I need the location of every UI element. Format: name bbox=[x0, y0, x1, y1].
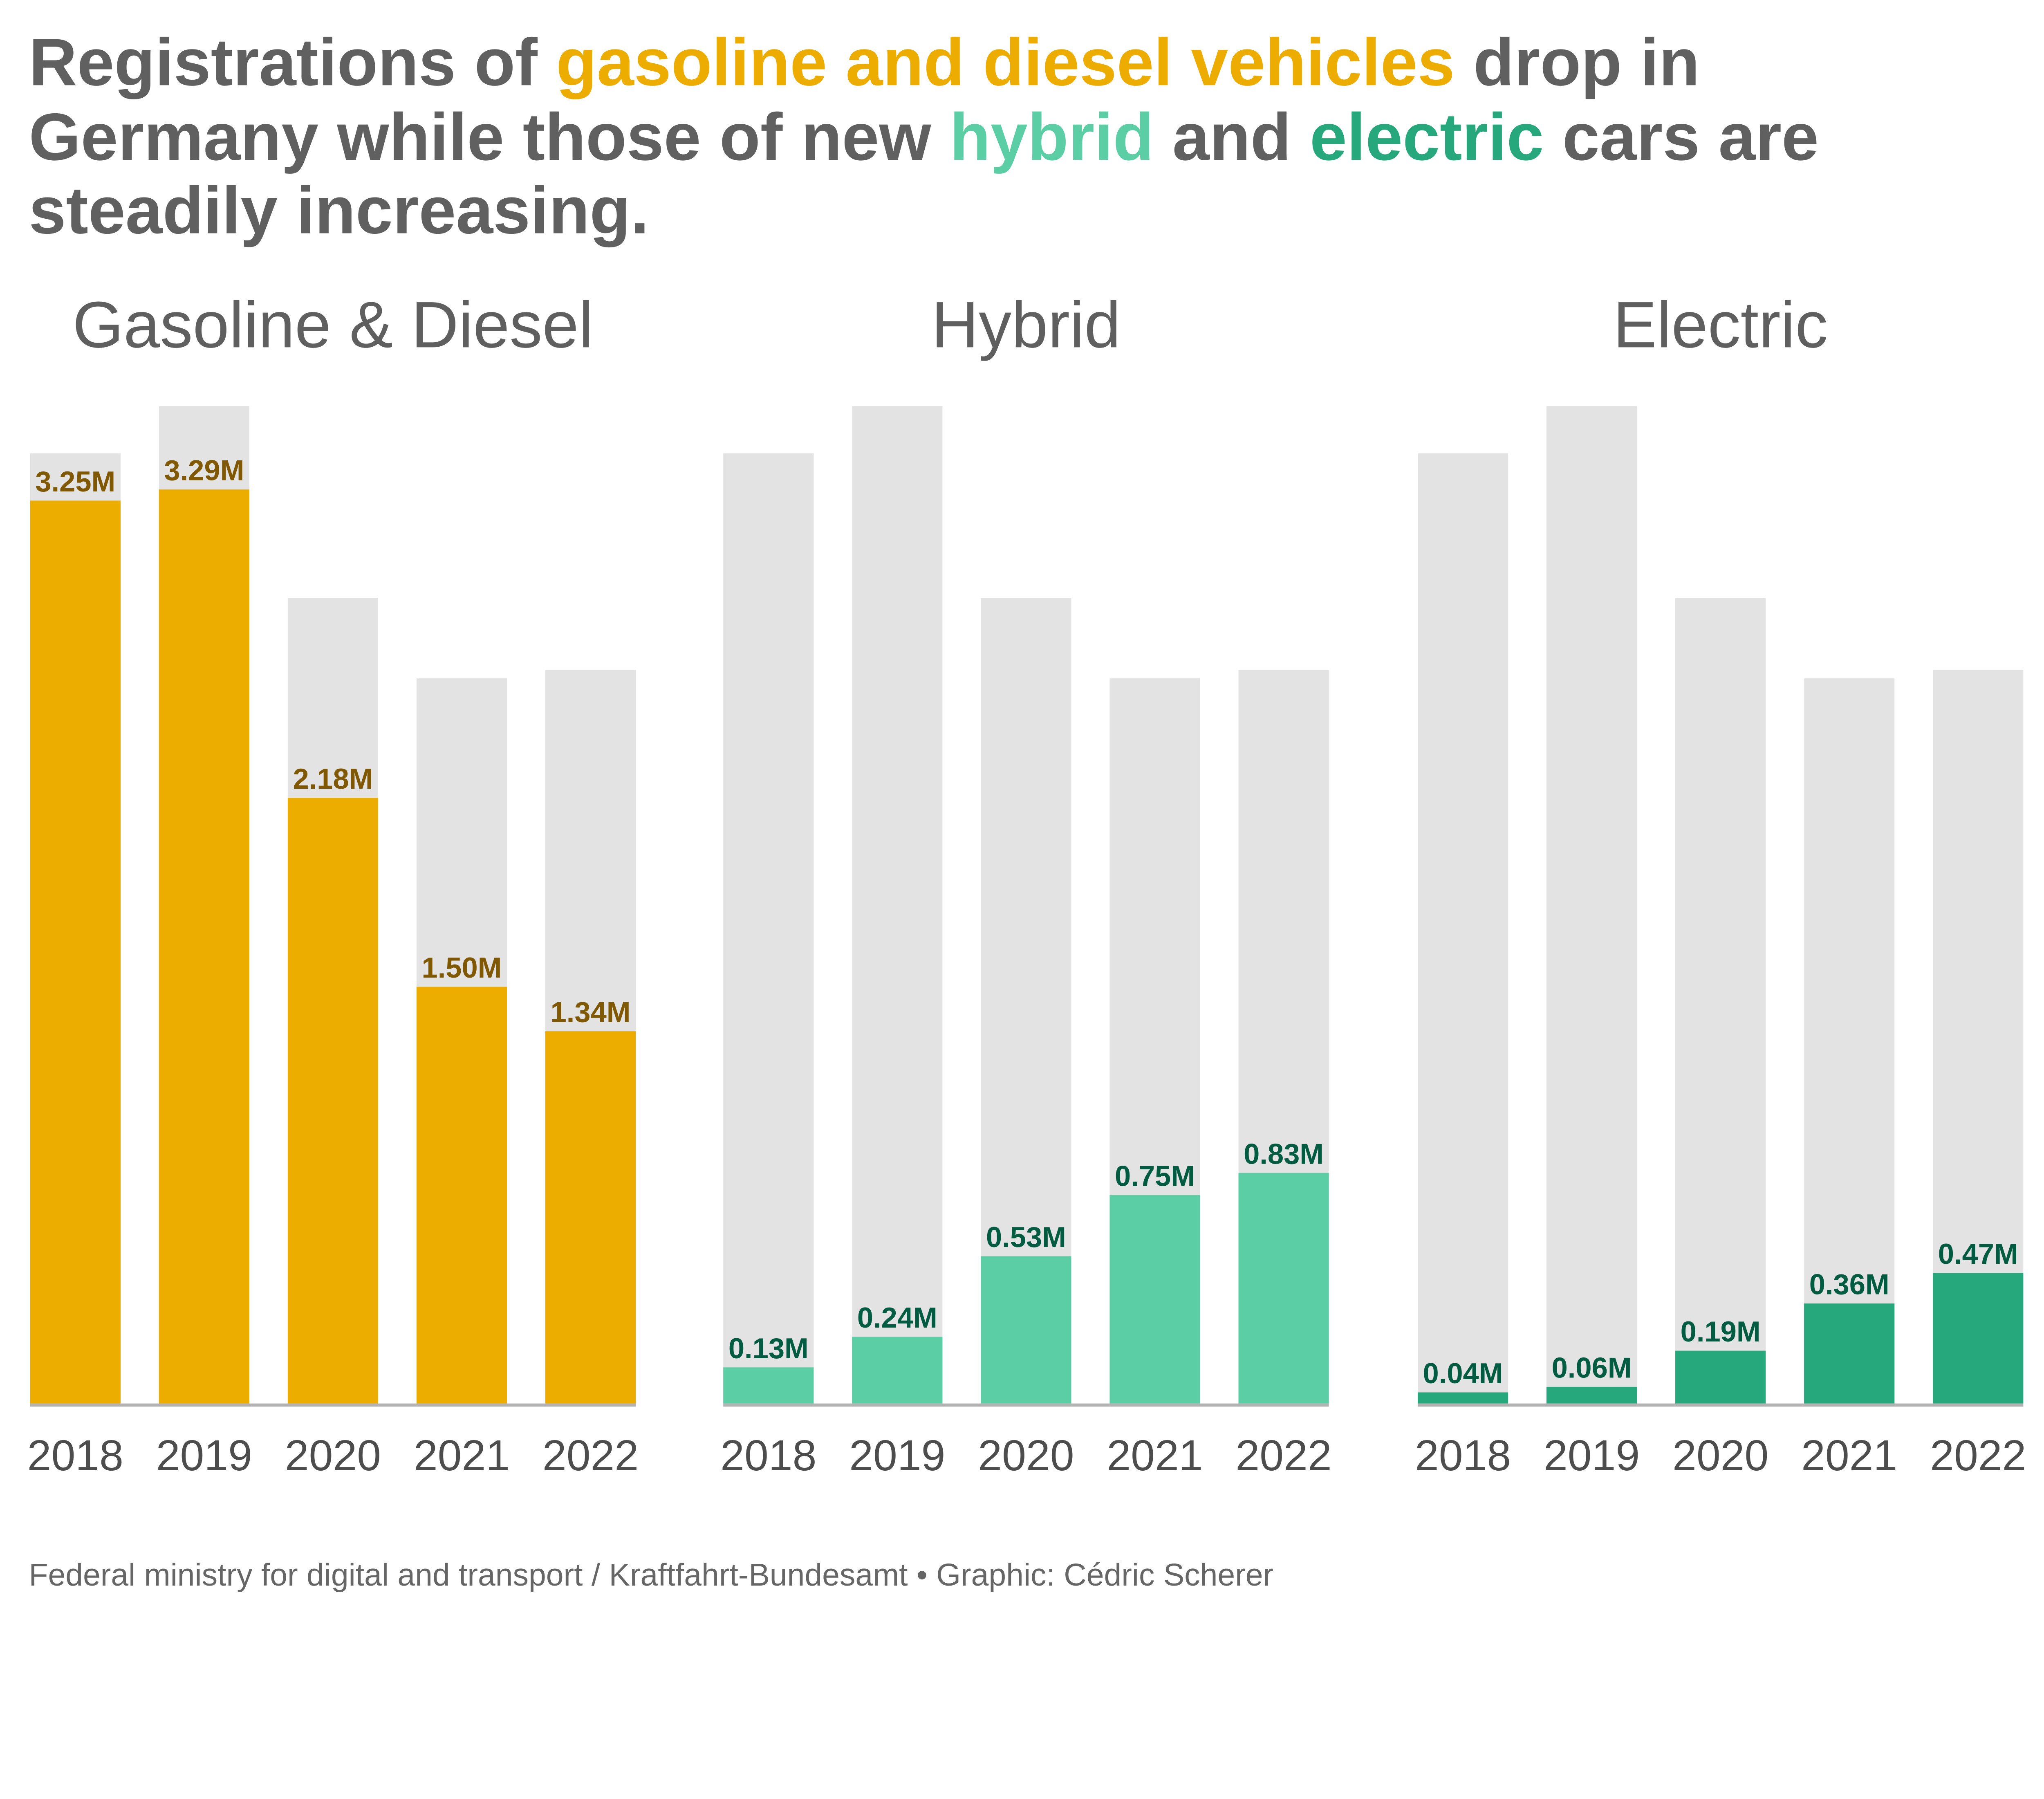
data-label: 3.29M bbox=[164, 454, 244, 487]
total-bar bbox=[1417, 453, 1508, 1404]
x-tick-label: 2021 bbox=[1801, 1431, 1897, 1480]
title-segment: and bbox=[1154, 99, 1310, 174]
data-label: 0.53M bbox=[986, 1221, 1066, 1253]
total-bar bbox=[1675, 598, 1766, 1404]
value-bar bbox=[416, 987, 507, 1404]
panel-gasoline-diesel: Gasoline & Diesel 3.25M 2018 3.29M 2019 2.18M… bbox=[27, 288, 639, 1480]
value-bar bbox=[1109, 1195, 1200, 1404]
x-tick-label: 2019 bbox=[1544, 1431, 1640, 1480]
title-segment: electric bbox=[1310, 99, 1544, 174]
total-bar bbox=[1546, 406, 1637, 1404]
x-tick-label: 2022 bbox=[1930, 1431, 2026, 1480]
chart-title-line-1: Registrations of gasoline and diesel veh… bbox=[29, 25, 1700, 99]
data-label: 0.24M bbox=[857, 1301, 937, 1334]
x-tick-label: 2021 bbox=[414, 1431, 510, 1480]
x-tick-label: 2022 bbox=[542, 1431, 639, 1480]
x-tick-label: 2018 bbox=[720, 1431, 816, 1480]
value-bar bbox=[1546, 1386, 1637, 1404]
x-tick-label: 2018 bbox=[27, 1431, 123, 1480]
x-tick-label: 2021 bbox=[1107, 1431, 1203, 1480]
chart: Registrations of gasoline and diesel veh… bbox=[27, 25, 2026, 1593]
value-bar bbox=[1804, 1303, 1895, 1404]
value-bar bbox=[287, 798, 379, 1404]
data-label: 0.04M bbox=[1423, 1357, 1503, 1389]
panel-title: Electric bbox=[1613, 288, 1828, 361]
value-bar bbox=[30, 500, 121, 1404]
title-segment: hybrid bbox=[950, 99, 1154, 174]
value-bar bbox=[981, 1256, 1071, 1404]
title-segment: drop in bbox=[1455, 25, 1700, 99]
value-bar bbox=[852, 1337, 943, 1404]
title-segment: Registrations of bbox=[29, 25, 556, 99]
data-label: 2.18M bbox=[293, 763, 373, 795]
data-label: 1.34M bbox=[551, 996, 631, 1028]
total-bar bbox=[1804, 678, 1895, 1404]
title-segment: steadily increasing. bbox=[29, 173, 649, 248]
x-tick-label: 2022 bbox=[1235, 1431, 1331, 1480]
value-bar bbox=[1675, 1350, 1766, 1404]
panel-title: Gasoline & Diesel bbox=[73, 288, 594, 361]
x-tick-label: 2020 bbox=[1672, 1431, 1768, 1480]
data-label: 0.13M bbox=[728, 1332, 809, 1364]
x-tick-label: 2020 bbox=[285, 1431, 381, 1480]
value-bar bbox=[1238, 1173, 1329, 1404]
data-label: 3.25M bbox=[35, 465, 115, 498]
data-label: 1.50M bbox=[422, 951, 502, 984]
x-tick-label: 2019 bbox=[156, 1431, 252, 1480]
value-bar bbox=[723, 1367, 814, 1404]
source-caption: Federal ministry for digital and transpo… bbox=[29, 1557, 1274, 1593]
panel-hybrid: Hybrid 0.13M 2018 0.24M 2019 0.53M 2020 0.75M 20… bbox=[720, 288, 1332, 1480]
value-bar bbox=[159, 489, 249, 1404]
title-segment: Germany while those of new bbox=[29, 99, 950, 174]
total-bar bbox=[723, 453, 814, 1404]
data-label: 0.06M bbox=[1552, 1351, 1632, 1384]
data-label: 0.83M bbox=[1244, 1137, 1324, 1170]
x-tick-label: 2018 bbox=[1415, 1431, 1511, 1480]
title-segment: cars are bbox=[1544, 99, 1819, 174]
chart-title-line-3: steadily increasing. bbox=[29, 173, 649, 248]
panel-title: Hybrid bbox=[931, 288, 1121, 361]
data-label: 0.47M bbox=[1938, 1238, 2018, 1270]
panels: Gasoline & Diesel 3.25M 2018 3.29M 2019 2.18M… bbox=[27, 288, 2026, 1480]
data-label: 0.36M bbox=[1809, 1268, 1889, 1301]
chart-title-line-2: Germany while those of new hybrid and el… bbox=[29, 99, 1819, 174]
total-bar bbox=[852, 406, 943, 1404]
value-bar bbox=[545, 1031, 636, 1404]
value-bar bbox=[1417, 1392, 1508, 1404]
panel-electric: Electric 0.04M 2018 0.06M 2019 0.19M 2020 0.36M… bbox=[1415, 288, 2026, 1480]
value-bar bbox=[1933, 1273, 2024, 1404]
data-label: 0.75M bbox=[1115, 1160, 1195, 1192]
x-tick-label: 2019 bbox=[849, 1431, 945, 1480]
title-segment: gasoline and diesel vehicles bbox=[556, 25, 1455, 99]
x-tick-label: 2020 bbox=[978, 1431, 1074, 1480]
data-label: 0.19M bbox=[1681, 1315, 1761, 1348]
